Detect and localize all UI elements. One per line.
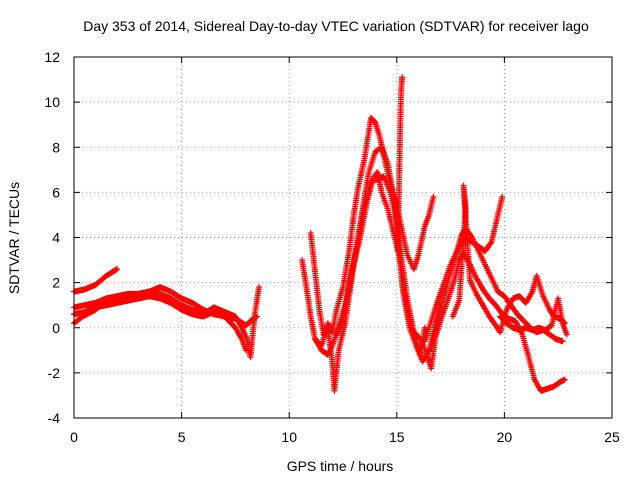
- data-series-track-13: [497, 295, 570, 338]
- y-axis-label: SDTVAR / TECUs: [6, 182, 22, 294]
- data-series-track-6: [307, 169, 428, 394]
- axes: 0 5 10 15 20 25 -4 -2 0 2 4 6 8 10 12: [44, 49, 620, 445]
- y-tick-label: 6: [52, 184, 60, 200]
- x-tick-label: 15: [389, 429, 405, 445]
- x-tick-label: 0: [70, 429, 78, 445]
- data-point-markers: [71, 284, 263, 361]
- y-tick-label: 0: [52, 320, 60, 336]
- x-tick-label: 25: [604, 429, 620, 445]
- data-point-markers: [449, 182, 568, 336]
- x-tick-label: 20: [497, 429, 513, 445]
- data-series-track-4: [71, 284, 263, 361]
- y-tick-label: 8: [52, 139, 60, 155]
- data-point-markers: [497, 295, 570, 338]
- data-series-track-9: [394, 74, 406, 254]
- y-tick-label: 4: [52, 230, 60, 246]
- y-tick-label: 10: [44, 94, 60, 110]
- chart-title: Day 353 of 2014, Sidereal Day-to-day VTE…: [83, 18, 589, 34]
- data-point-markers: [307, 169, 428, 394]
- data-series-track-12: [449, 182, 568, 336]
- y-tick-label: 12: [44, 49, 60, 65]
- y-tick-label: -2: [48, 365, 61, 381]
- y-tick-label: -4: [48, 410, 61, 426]
- data-series-track-1: [71, 266, 120, 295]
- data-point-markers: [394, 74, 406, 254]
- y-tick-label: 2: [52, 275, 60, 291]
- x-axis-label: GPS time / hours: [287, 458, 394, 474]
- data-layer: [71, 74, 570, 394]
- x-tick-label: 10: [281, 429, 297, 445]
- data-point-markers: [71, 266, 120, 295]
- x-tick-label: 5: [178, 429, 186, 445]
